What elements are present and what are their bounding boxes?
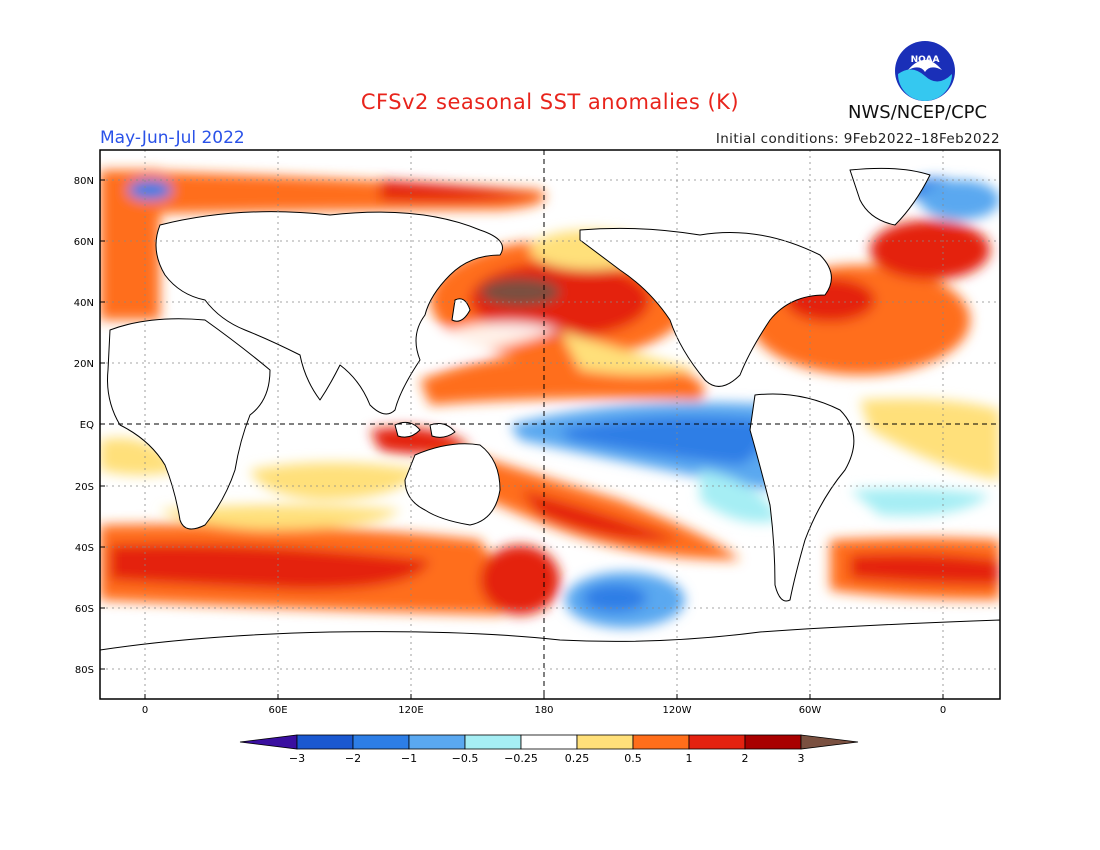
lat-label: 40N	[74, 298, 94, 309]
colorbar-swatch	[520, 734, 578, 750]
lon-label: 120W	[663, 705, 692, 716]
lat-label: 20N	[74, 359, 94, 370]
lat-label: 80N	[74, 176, 94, 187]
colorbar-tick-label: 1	[686, 752, 693, 765]
colorbar-high-arrow	[800, 734, 859, 750]
lat-axis: 80N 60N 40N 20N EQ 20S 40S 60S 80S	[74, 176, 94, 676]
lon-axis: 0 60E 120E 180 120W 60W 0	[142, 705, 946, 716]
colorbar-tick-label: 0.25	[565, 752, 590, 765]
colorbar-tick-label: −0.5	[452, 752, 479, 765]
agency-label: NWS/NCEP/CPC	[848, 102, 988, 123]
lon-label: 0	[142, 705, 148, 716]
lon-label: 0	[940, 705, 946, 716]
graticule	[100, 150, 1000, 699]
colorbar-tick-label: 0.5	[624, 752, 642, 765]
colorbar-swatch	[744, 734, 802, 750]
initial-conditions: Initial conditions: 9Feb2022–18Feb2022	[715, 131, 1000, 147]
lon-label: 120E	[398, 705, 423, 716]
lat-label: 40S	[75, 543, 94, 554]
colorbar-tick-label: 2	[742, 752, 749, 765]
colorbar-swatch	[408, 734, 466, 750]
lon-label: 60E	[268, 705, 287, 716]
colorbar: −3 −2 −1 −0.5 −0.25 0.25 0.5 1 2 3	[239, 734, 859, 765]
lat-label: 60N	[74, 237, 94, 248]
lat-label: 80S	[75, 665, 94, 676]
colorbar-swatch	[576, 734, 634, 750]
lon-ticks	[144, 694, 944, 699]
colorbar-tick-label: −3	[289, 752, 305, 765]
lat-label: 60S	[75, 604, 94, 615]
noaa-logo-icon: NOAA	[895, 41, 955, 101]
colorbar-swatch	[688, 734, 746, 750]
colorbar-tick-label: −1	[401, 752, 417, 765]
colorbar-tick-label: 3	[798, 752, 805, 765]
lat-label: EQ	[80, 420, 94, 431]
lon-label: 180	[534, 705, 553, 716]
map-title: CFSv2 seasonal SST anomalies (K)	[360, 90, 740, 114]
colorbar-swatch	[464, 734, 522, 750]
colorbar-tick-label: −0.25	[504, 752, 538, 765]
continents	[100, 167, 1000, 699]
colorbar-tick-label: −2	[345, 752, 361, 765]
lon-label: 60W	[799, 705, 822, 716]
colorbar-low-arrow	[239, 734, 298, 750]
colorbar-swatch	[632, 734, 690, 750]
colorbar-swatch	[296, 734, 354, 750]
forecast-period: May-Jun-Jul 2022	[100, 128, 245, 148]
lat-ticks	[100, 179, 105, 670]
reference-lines	[100, 150, 1000, 699]
lat-label: 20S	[75, 482, 94, 493]
logo-text: NOAA	[911, 55, 940, 65]
colorbar-swatch	[352, 734, 410, 750]
